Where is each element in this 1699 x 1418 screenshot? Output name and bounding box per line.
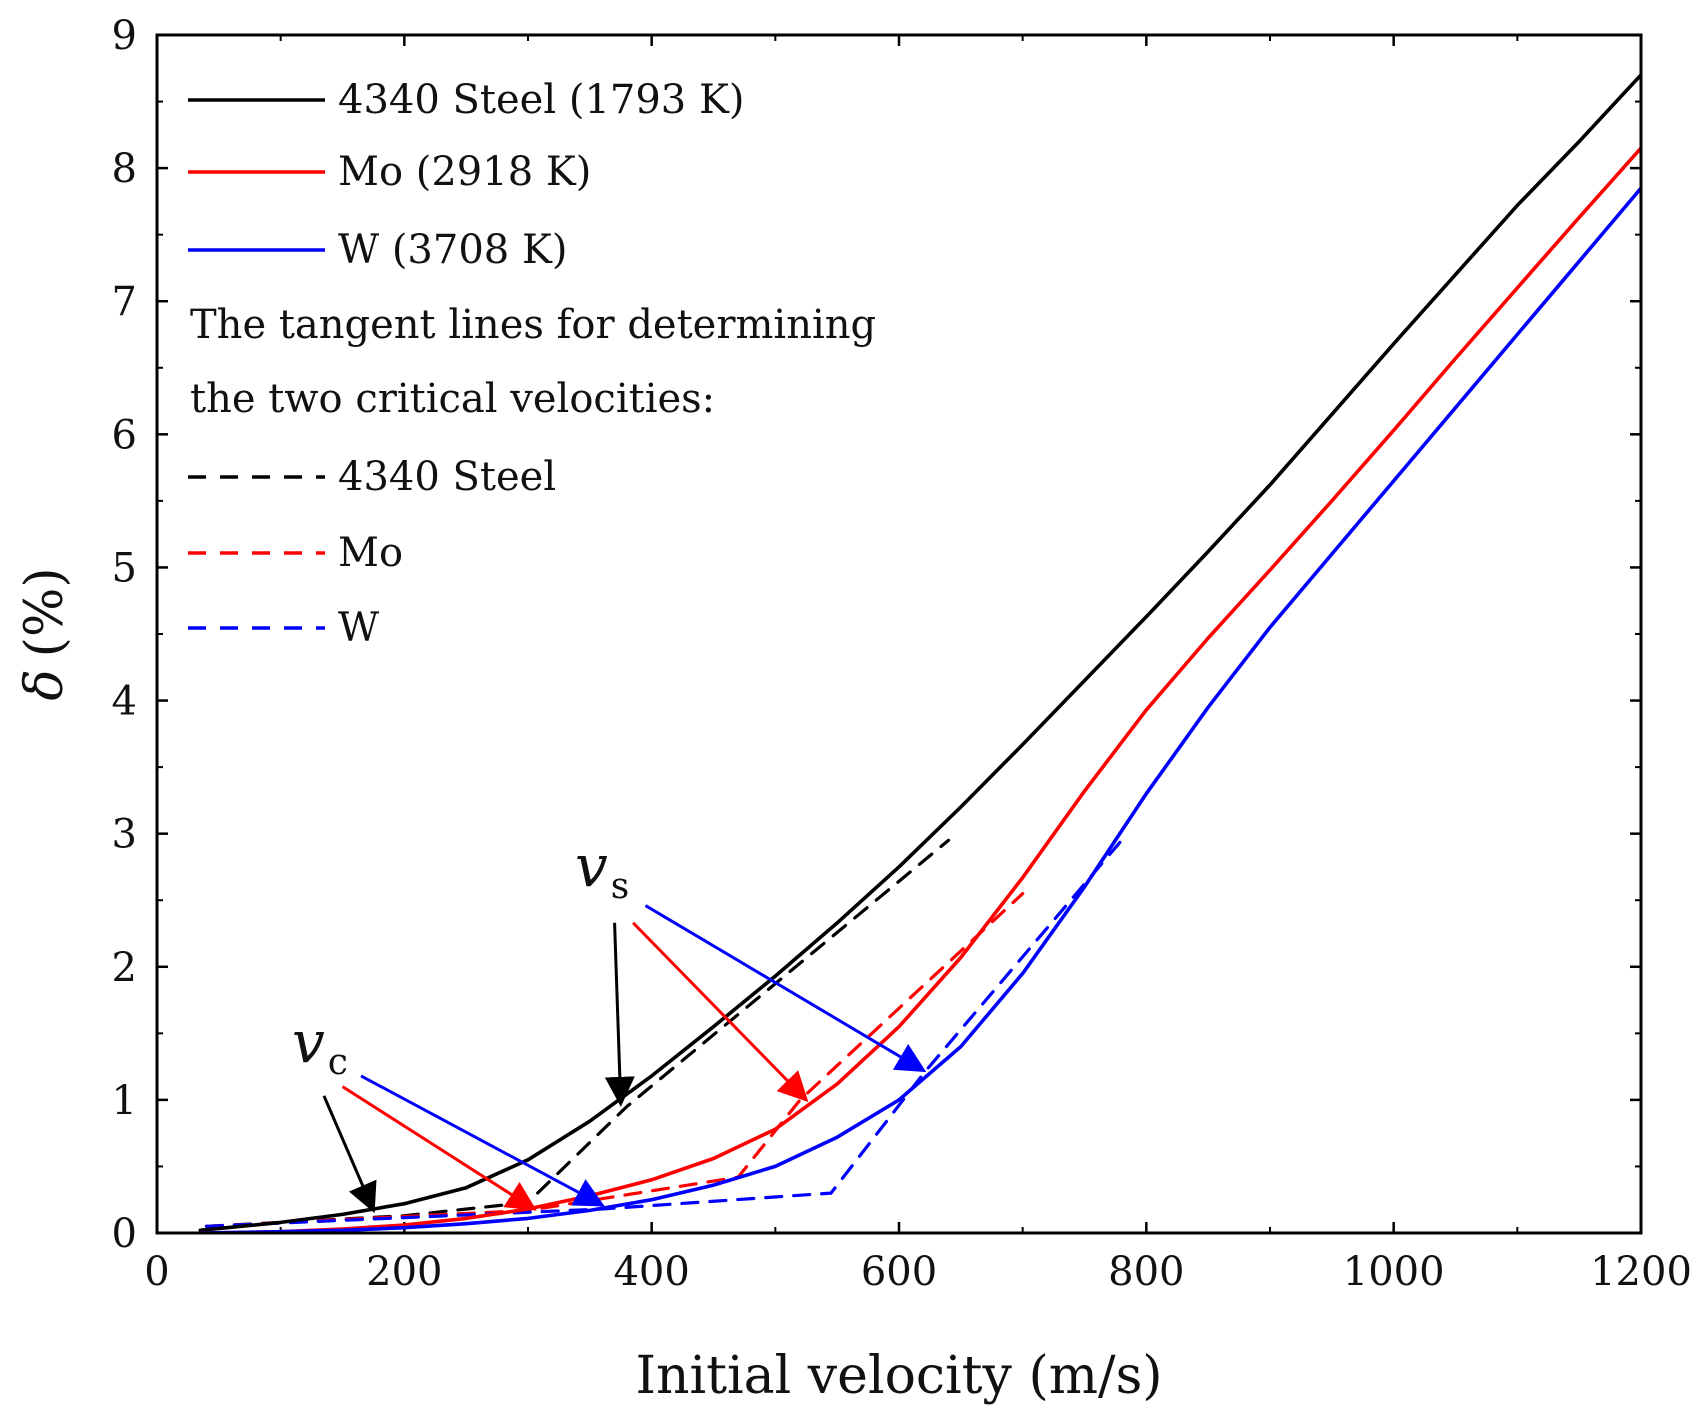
- legend-heading-line1: The tangent lines for determining: [190, 302, 876, 348]
- series-line-0: [198, 73, 1641, 1233]
- x-tick-label: 1200: [1590, 1249, 1692, 1295]
- legend: 4340 Steel (1793 K) Mo (2918 K) W (3708 …: [188, 77, 876, 651]
- x-tick-label: 0: [144, 1249, 169, 1295]
- plot-frame: [155, 33, 1643, 1235]
- x-axis-title: Initial velocity (m/s): [635, 1346, 1162, 1406]
- legend-label-w: W (3708 K): [338, 227, 567, 273]
- vc-subscript: c: [328, 1042, 348, 1083]
- y-axis-symbol: δ: [15, 669, 75, 700]
- x-tick-label: 800: [1108, 1249, 1184, 1295]
- y-tick-label: 9: [112, 13, 137, 59]
- y-tick-label: 4: [112, 679, 137, 725]
- vs-symbol: v: [575, 832, 608, 900]
- vs-subscript: s: [611, 866, 629, 907]
- y-tick-label: 1: [112, 1078, 137, 1124]
- legend-label-steel-tangent: 4340 Steel: [338, 454, 556, 500]
- vc-arrow: [341, 1085, 537, 1211]
- y-tick-label: 6: [112, 412, 137, 458]
- x-tick-label: 400: [613, 1249, 689, 1295]
- y-axis-unit: (%): [15, 567, 75, 657]
- tangent-line-5: [204, 838, 1124, 1228]
- legend-heading-line2: the two critical velocities:: [190, 376, 715, 422]
- vc-arrow: [322, 1095, 377, 1214]
- series-line-2: [198, 186, 1641, 1233]
- vs-label: vs: [575, 832, 629, 907]
- x-tick-label: 200: [366, 1249, 442, 1295]
- axis-ticks: 0 200 400 600 800 1000 1200 0 1 2 3 4 5 6 7 8 9: [112, 13, 1692, 1295]
- y-tick-label: 8: [112, 146, 137, 192]
- vs-arrow: [632, 921, 809, 1103]
- y-tick-label: 5: [112, 545, 137, 591]
- vs-arrow: [604, 922, 635, 1107]
- y-tick-label: 2: [112, 945, 137, 991]
- y-tick-label: 0: [112, 1211, 137, 1257]
- legend-label-mo: Mo (2918 K): [338, 149, 591, 195]
- x-tick-label: 1000: [1343, 1249, 1445, 1295]
- legend-label-steel: 4340 Steel (1793 K): [338, 77, 744, 123]
- y-tick-label: 7: [112, 279, 137, 325]
- vc-symbol: v: [292, 1008, 325, 1076]
- y-tick-label: 3: [112, 812, 137, 858]
- series-line-1: [198, 146, 1641, 1233]
- annotation-arrows: [322, 904, 927, 1214]
- vs-arrow: [644, 904, 927, 1073]
- legend-label-w-tangent: W: [338, 605, 379, 651]
- x-tick-label: 600: [861, 1249, 937, 1295]
- y-axis-title: δ (%): [15, 567, 75, 700]
- vc-arrow: [360, 1074, 605, 1207]
- vc-label: vc: [292, 1008, 348, 1083]
- legend-label-mo-tangent: Mo: [338, 530, 403, 576]
